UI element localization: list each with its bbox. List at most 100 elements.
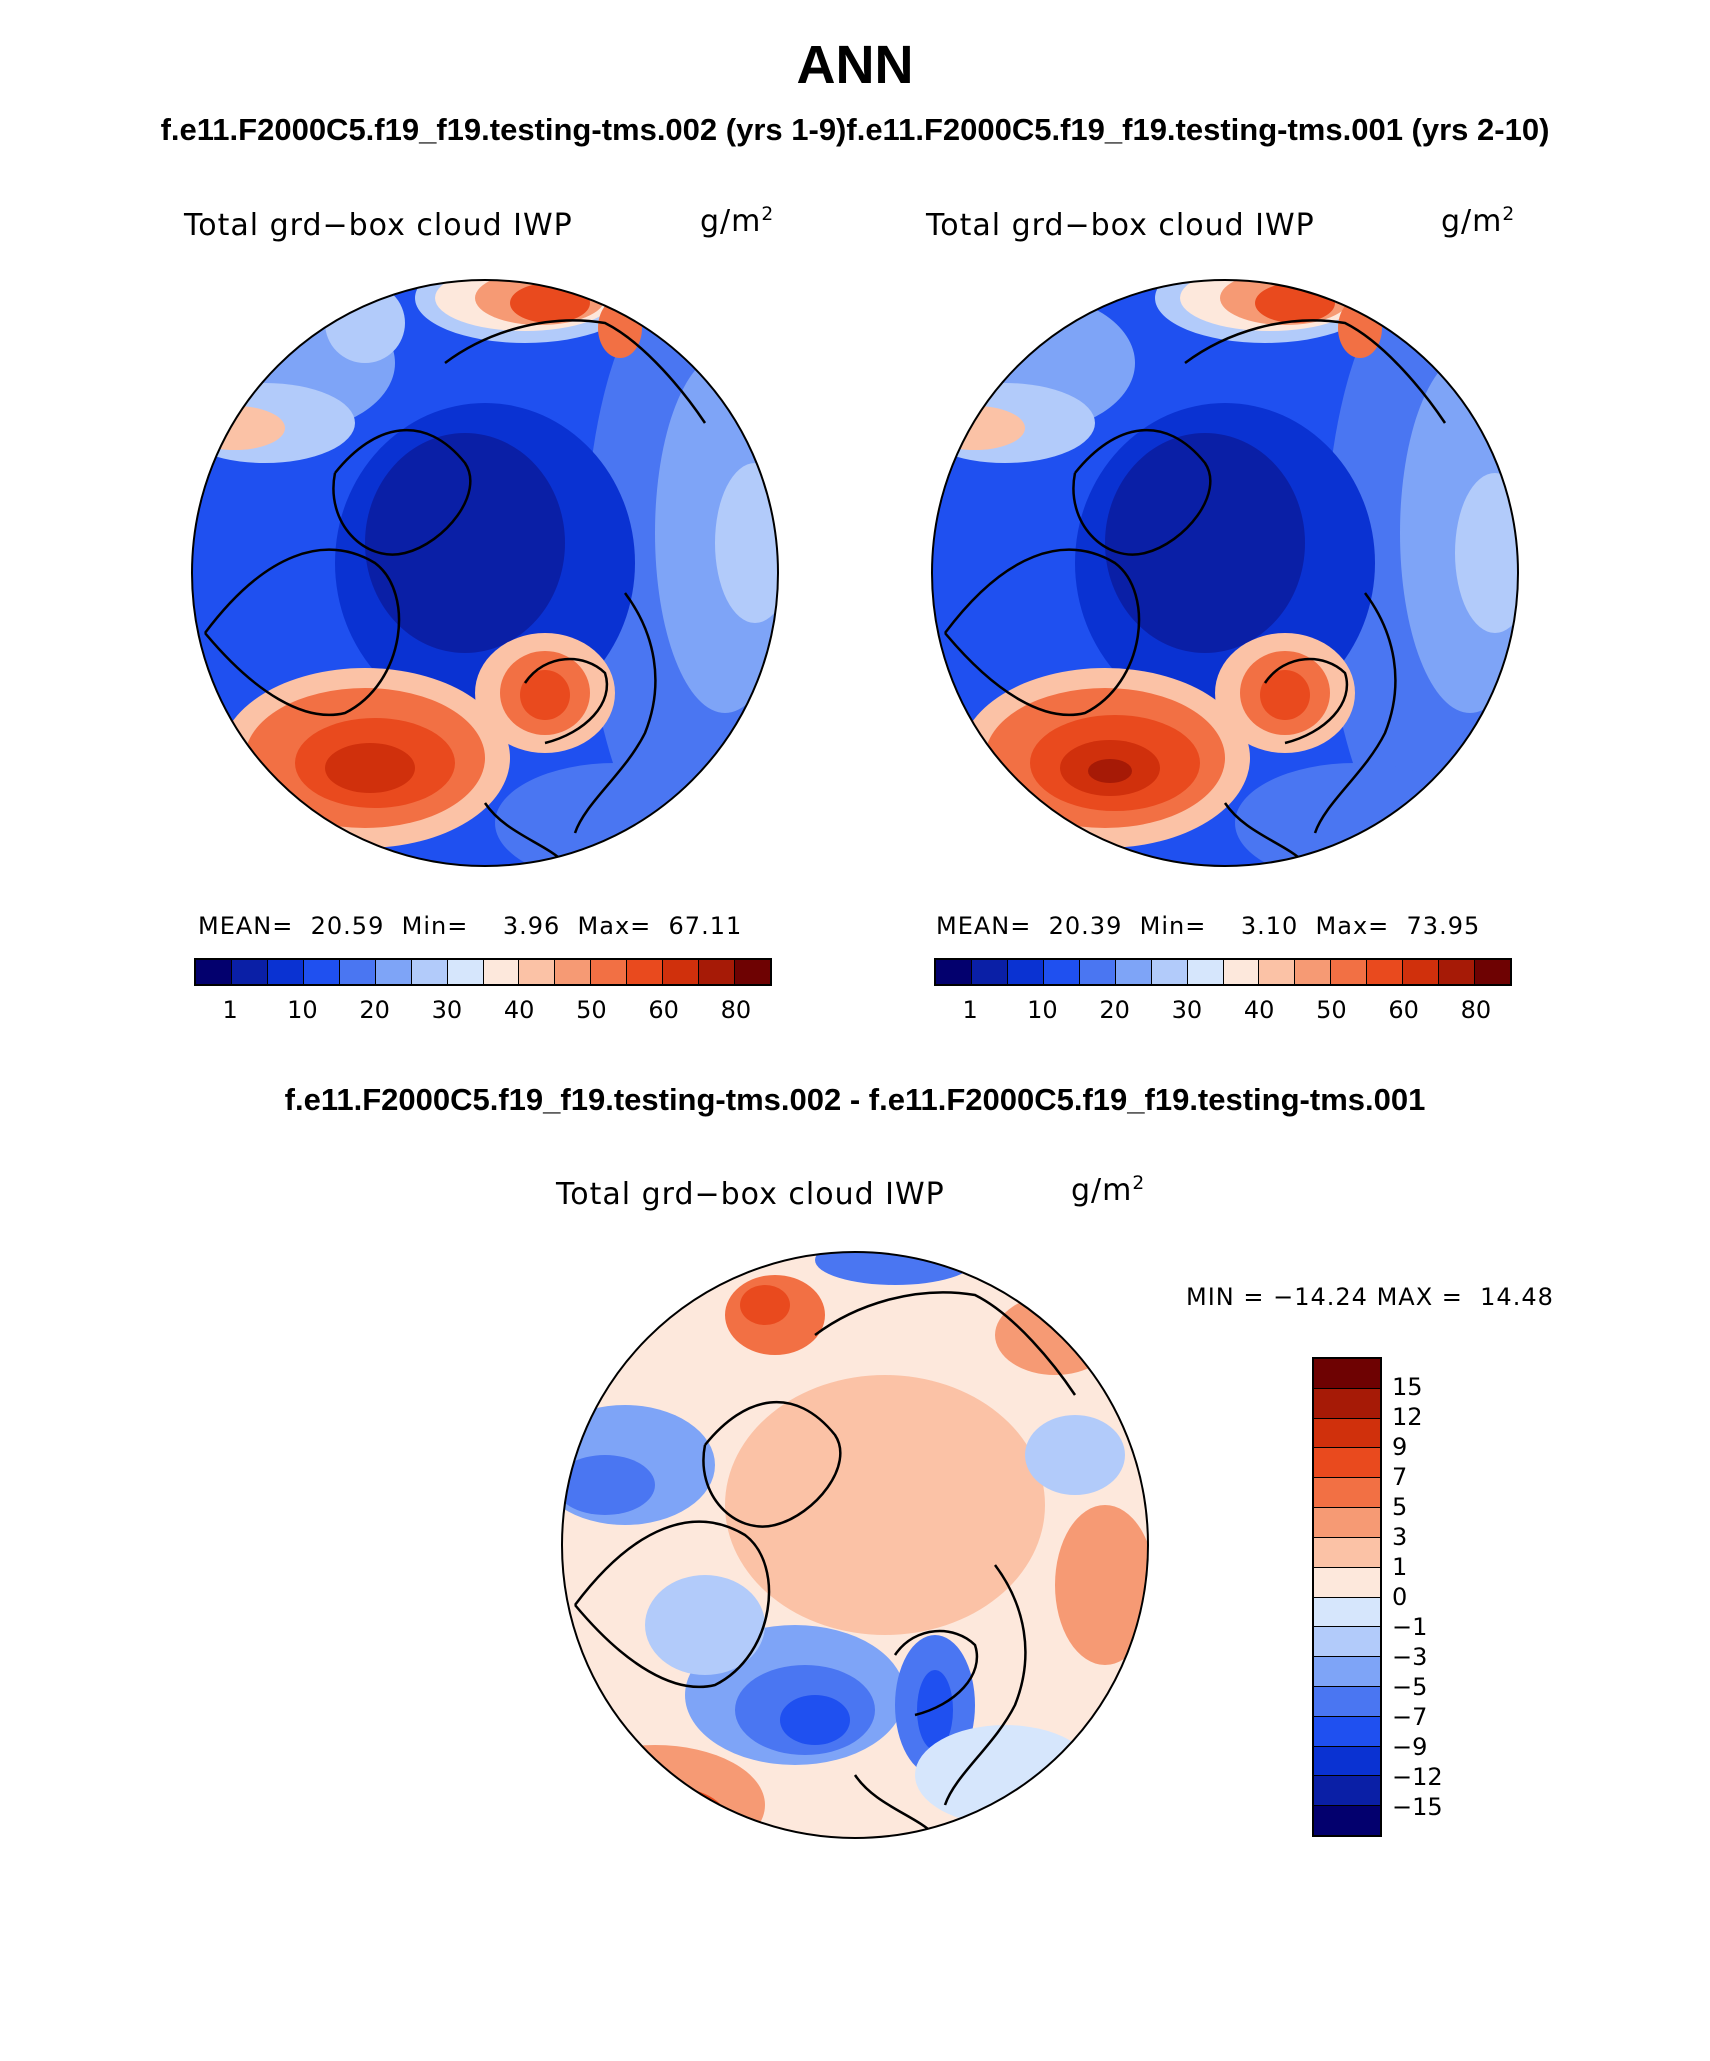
panel2-colorbar-labels: 1 10 20 30 40 50 60 80 [934, 996, 1512, 1026]
panel2-colorbar-tick-label: 10 [1027, 996, 1058, 1024]
panel1-colorbar [194, 958, 772, 986]
panel1-colorbar-swatch [375, 960, 412, 984]
diff-colorbar-tick-label: −3 [1392, 1643, 1428, 1671]
diff-colorbar-swatch [1314, 1716, 1380, 1747]
panel1-colorbar-swatch [735, 960, 770, 984]
panel1-colorbar-swatch [627, 960, 664, 984]
panel1-colorbar-tick-label: 60 [648, 996, 679, 1024]
panel2-colorbar-tick-label: 60 [1388, 996, 1419, 1024]
panel2-colorbar-swatch [1403, 960, 1440, 984]
diff-colorbar-labels: 15 12 9 7 5 3 1 0 −1 −3 −5 −7 −9 −12 −15 [1392, 1357, 1472, 1837]
diff-colorbar-tick-label: 5 [1392, 1493, 1408, 1521]
panel2-colorbar-tick-label: 80 [1460, 996, 1492, 1024]
diff-colorbar-swatch [1314, 1388, 1380, 1419]
panel1-colorbar-tick-label: 10 [287, 996, 318, 1024]
panel2-polar-map [931, 279, 1519, 867]
panel1-colorbar-tick-label: 20 [359, 996, 390, 1024]
diff-colorbar-tick-label: −7 [1392, 1703, 1428, 1731]
panel1-colorbar-swatch [591, 960, 628, 984]
diff-colorbar-swatch [1314, 1448, 1380, 1479]
diff-colorbar-tick-label: −5 [1392, 1673, 1428, 1701]
diff-colorbar-swatch [1314, 1776, 1380, 1807]
diff-colorbar-tick-label: −9 [1392, 1733, 1428, 1761]
panel2-colorbar-swatch [1475, 960, 1510, 984]
panel1-polar-map [191, 279, 779, 867]
panel2-colorbar-swatch [1115, 960, 1152, 984]
diff-colorbar-tick-label: 3 [1392, 1523, 1408, 1551]
diff-colorbar-tick-label: 15 [1392, 1373, 1423, 1401]
diff-colorbar-swatch [1314, 1627, 1380, 1658]
diff-colorbar-swatch [1314, 1806, 1380, 1835]
figure-title: ANN [796, 35, 914, 95]
panel2-units: g/m2 [1441, 204, 1516, 239]
panel2-colorbar-tick-label: 50 [1316, 996, 1347, 1024]
diff-colorbar-tick-label: 9 [1392, 1433, 1408, 1461]
diff-subtitle: f.e11.F2000C5.f19_f19.testing-tms.002 - … [284, 1082, 1426, 1117]
panel1-colorbar-swatch [196, 960, 232, 984]
panel1-colorbar-tick-label: 1 [222, 996, 238, 1024]
panel1-colorbar-swatch [231, 960, 268, 984]
case-subtitle: f.e11.F2000C5.f19_f19.testing-tms.002 (y… [160, 112, 1550, 147]
panel1-stats: MEAN= 20.59 Min= 3.96 Max= 67.11 [198, 912, 743, 940]
panel2-colorbar-swatch [1259, 960, 1296, 984]
panel2-colorbar-swatch [1079, 960, 1116, 984]
diff-colorbar-swatch [1314, 1686, 1380, 1717]
diff-colorbar-tick-label: 7 [1392, 1463, 1408, 1491]
panel1-colorbar-tick-label: 30 [431, 996, 463, 1024]
diff-variable-title: Total grd−box cloud IWP [556, 1177, 945, 1212]
panel1-colorbar-swatch [519, 960, 556, 984]
panel2-colorbar-swatch [936, 960, 972, 984]
panel2-colorbar-swatch [1223, 960, 1260, 984]
diff-colorbar-tick-label: 0 [1392, 1583, 1408, 1611]
diff-colorbar-swatch [1314, 1567, 1380, 1598]
panel1-colorbar-labels: 1 10 20 30 40 50 60 80 [194, 996, 772, 1026]
diff-colorbar-tick-label: −15 [1392, 1793, 1443, 1821]
panel2-colorbar-swatch [1367, 960, 1404, 984]
panel2-colorbar-swatch [1187, 960, 1224, 984]
diff-colorbar [1312, 1357, 1382, 1837]
panel1-colorbar-swatch [447, 960, 484, 984]
panel1-colorbar-tick-label: 40 [503, 996, 535, 1024]
panel2-colorbar-tick-label: 20 [1099, 996, 1130, 1024]
panel2-colorbar-swatch [1151, 960, 1188, 984]
panel1-colorbar-tick-label: 50 [576, 996, 607, 1024]
panel1-colorbar-swatch [663, 960, 700, 984]
diff-polar-map [561, 1251, 1149, 1839]
diff-colorbar-tick-label: 1 [1392, 1553, 1408, 1581]
diff-colorbar-swatch [1314, 1359, 1380, 1389]
diff-minmax: MIN = −14.24 MAX = 14.48 [1186, 1283, 1554, 1311]
diff-colorbar-swatch [1314, 1508, 1380, 1538]
panel2-colorbar-tick-label: 30 [1171, 996, 1203, 1024]
panel2-colorbar-swatch [1295, 960, 1332, 984]
panel2-colorbar-swatch [1043, 960, 1080, 984]
diff-colorbar-swatch [1314, 1657, 1380, 1687]
diff-colorbar-swatch [1314, 1478, 1380, 1509]
panel2-colorbar-tick-label: 1 [962, 996, 978, 1024]
panel2-colorbar-swatch [1331, 960, 1368, 984]
panel1-colorbar-swatch [699, 960, 736, 984]
panel2-colorbar-swatch [1439, 960, 1476, 984]
panel1-colorbar-swatch [339, 960, 376, 984]
diff-colorbar-swatch [1314, 1418, 1380, 1449]
panel1-colorbar-tick-label: 80 [720, 996, 752, 1024]
diff-colorbar-swatch [1314, 1597, 1380, 1628]
panel1-units: g/m2 [700, 204, 775, 239]
diff-colorbar-tick-label: −1 [1392, 1613, 1428, 1641]
panel1-variable-title: Total grd−box cloud IWP [184, 208, 573, 243]
panel2-colorbar-swatch [971, 960, 1008, 984]
diff-colorbar-tick-label: 12 [1392, 1403, 1423, 1431]
diff-units: g/m2 [1071, 1173, 1146, 1208]
diff-colorbar-swatch [1314, 1537, 1380, 1568]
panel2-colorbar-tick-label: 40 [1243, 996, 1275, 1024]
panel2-stats: MEAN= 20.39 Min= 3.10 Max= 73.95 [936, 912, 1481, 940]
panel1-colorbar-swatch [303, 960, 340, 984]
diff-colorbar-tick-label: −12 [1392, 1763, 1443, 1791]
panel1-colorbar-swatch [483, 960, 520, 984]
panel2-colorbar [934, 958, 1512, 986]
panel2-colorbar-swatch [1007, 960, 1044, 984]
panel2-variable-title: Total grd−box cloud IWP [926, 208, 1315, 243]
panel1-colorbar-swatch [267, 960, 304, 984]
panel1-colorbar-swatch [555, 960, 592, 984]
diff-colorbar-swatch [1314, 1746, 1380, 1777]
panel1-colorbar-swatch [411, 960, 448, 984]
